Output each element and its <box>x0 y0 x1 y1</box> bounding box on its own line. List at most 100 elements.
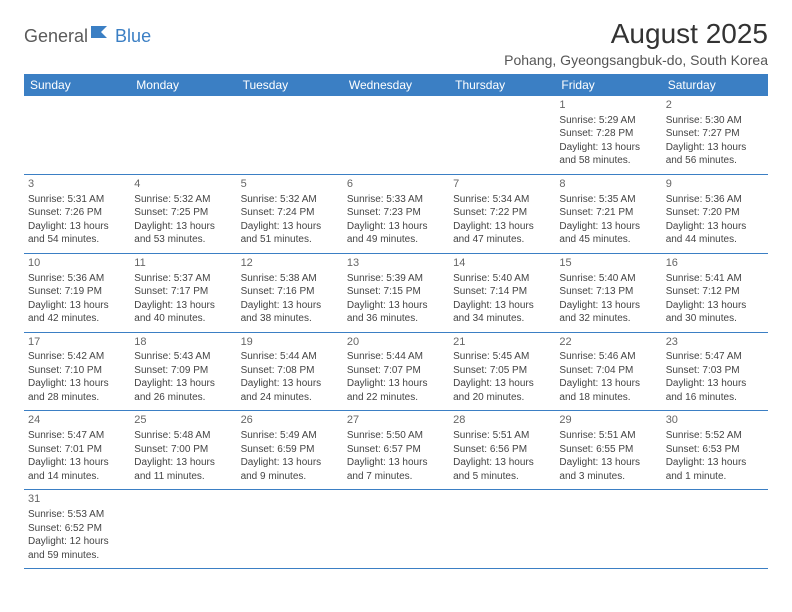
sunrise-line: Sunrise: 5:33 AM <box>347 193 445 207</box>
day-header-thursday: Thursday <box>449 74 555 96</box>
sunrise-line: Sunrise: 5:43 AM <box>134 350 232 364</box>
empty-cell <box>449 490 555 569</box>
day-cell: 12Sunrise: 5:38 AMSunset: 7:16 PMDayligh… <box>237 253 343 332</box>
calendar-row: 1Sunrise: 5:29 AMSunset: 7:28 PM Daylight… <box>24 96 768 174</box>
day-number: 9 <box>666 177 764 192</box>
day-number: 3 <box>28 177 126 192</box>
sunset-line: Sunset: 7:15 PM <box>347 285 445 299</box>
empty-cell <box>130 490 236 569</box>
sunrise-line: Sunrise: 5:36 AM <box>666 193 764 207</box>
logo: General Blue <box>24 24 151 49</box>
sunset-line: Sunset: 6:52 PM <box>28 522 126 536</box>
sunset-line: Sunset: 7:08 PM <box>241 364 339 378</box>
sunrise-line: Sunrise: 5:34 AM <box>453 193 551 207</box>
day-number: 30 <box>666 413 764 428</box>
day-number: 6 <box>347 177 445 192</box>
day-number: 25 <box>134 413 232 428</box>
sunset-line: Sunset: 6:53 PM <box>666 443 764 457</box>
day-number: 28 <box>453 413 551 428</box>
daylight-line: Daylight: 13 hours and 53 minutes. <box>134 220 232 247</box>
daylight-line: Daylight: 13 hours and 7 minutes. <box>347 456 445 483</box>
sunrise-line: Sunrise: 5:41 AM <box>666 272 764 286</box>
day-number: 31 <box>28 492 126 507</box>
empty-cell <box>662 490 768 569</box>
day-cell: 11Sunrise: 5:37 AMSunset: 7:17 PMDayligh… <box>130 253 236 332</box>
day-number: 20 <box>347 335 445 350</box>
day-number: 18 <box>134 335 232 350</box>
daylight-line: Daylight: 13 hours and 40 minutes. <box>134 299 232 326</box>
sunrise-line: Sunrise: 5:38 AM <box>241 272 339 286</box>
sunset-line: Sunset: 7:14 PM <box>453 285 551 299</box>
day-cell: 1Sunrise: 5:29 AMSunset: 7:28 PMDaylight… <box>555 96 661 174</box>
sunrise-line: Sunrise: 5:37 AM <box>134 272 232 286</box>
day-number: 21 <box>453 335 551 350</box>
sunset-line: Sunset: 7:13 PM <box>559 285 657 299</box>
daylight-line: Daylight: 13 hours and 42 minutes. <box>28 299 126 326</box>
sunrise-line: Sunrise: 5:45 AM <box>453 350 551 364</box>
day-cell: 28Sunrise: 5:51 AMSunset: 6:56 PMDayligh… <box>449 411 555 490</box>
empty-cell <box>555 490 661 569</box>
sunrise-line: Sunrise: 5:35 AM <box>559 193 657 207</box>
day-number: 19 <box>241 335 339 350</box>
day-number: 4 <box>134 177 232 192</box>
day-number: 1 <box>559 98 657 113</box>
daylight-line: Daylight: 13 hours and 56 minutes. <box>666 141 764 168</box>
calendar-row: 31Sunrise: 5:53 AMSunset: 6:52 PMDayligh… <box>24 490 768 569</box>
day-cell: 25Sunrise: 5:48 AMSunset: 7:00 PMDayligh… <box>130 411 236 490</box>
daylight-line: Daylight: 13 hours and 30 minutes. <box>666 299 764 326</box>
daylight-line: Daylight: 13 hours and 34 minutes. <box>453 299 551 326</box>
sunset-line: Sunset: 6:59 PM <box>241 443 339 457</box>
day-cell: 24Sunrise: 5:47 AMSunset: 7:01 PMDayligh… <box>24 411 130 490</box>
sunrise-line: Sunrise: 5:52 AM <box>666 429 764 443</box>
day-cell: 23Sunrise: 5:47 AMSunset: 7:03 PMDayligh… <box>662 332 768 411</box>
sunrise-line: Sunrise: 5:40 AM <box>453 272 551 286</box>
daylight-line: Daylight: 13 hours and 36 minutes. <box>347 299 445 326</box>
flag-icon <box>91 24 113 43</box>
day-number: 15 <box>559 256 657 271</box>
day-cell: 10Sunrise: 5:36 AMSunset: 7:19 PMDayligh… <box>24 253 130 332</box>
calendar-page: General Blue August 2025 Pohang, Gyeongs… <box>0 0 792 587</box>
day-header-friday: Friday <box>555 74 661 96</box>
daylight-line: Daylight: 13 hours and 26 minutes. <box>134 377 232 404</box>
daylight-line: Daylight: 13 hours and 1 minute. <box>666 456 764 483</box>
daylight-line: Daylight: 13 hours and 3 minutes. <box>559 456 657 483</box>
logo-text-general: General <box>24 26 88 47</box>
sunset-line: Sunset: 6:57 PM <box>347 443 445 457</box>
daylight-line: Daylight: 13 hours and 22 minutes. <box>347 377 445 404</box>
title-block: August 2025 Pohang, Gyeongsangbuk-do, So… <box>504 18 768 68</box>
sunrise-line: Sunrise: 5:29 AM <box>559 114 657 128</box>
calendar-row: 17Sunrise: 5:42 AMSunset: 7:10 PMDayligh… <box>24 332 768 411</box>
daylight-line: Daylight: 13 hours and 38 minutes. <box>241 299 339 326</box>
sunrise-line: Sunrise: 5:44 AM <box>347 350 445 364</box>
sunset-line: Sunset: 7:27 PM <box>666 127 764 141</box>
day-cell: 8Sunrise: 5:35 AMSunset: 7:21 PMDaylight… <box>555 174 661 253</box>
daylight-line: Daylight: 13 hours and 24 minutes. <box>241 377 339 404</box>
sunset-line: Sunset: 7:10 PM <box>28 364 126 378</box>
sunset-line: Sunset: 7:07 PM <box>347 364 445 378</box>
day-header-sunday: Sunday <box>24 74 130 96</box>
day-cell: 19Sunrise: 5:44 AMSunset: 7:08 PMDayligh… <box>237 332 343 411</box>
sunrise-line: Sunrise: 5:48 AM <box>134 429 232 443</box>
daylight-line: Daylight: 13 hours and 49 minutes. <box>347 220 445 247</box>
daylight-line: Daylight: 12 hours and 59 minutes. <box>28 535 126 562</box>
daylight-line: Daylight: 13 hours and 44 minutes. <box>666 220 764 247</box>
sunset-line: Sunset: 7:28 PM <box>559 127 657 141</box>
day-number: 17 <box>28 335 126 350</box>
day-cell: 18Sunrise: 5:43 AMSunset: 7:09 PMDayligh… <box>130 332 236 411</box>
day-cell: 17Sunrise: 5:42 AMSunset: 7:10 PMDayligh… <box>24 332 130 411</box>
sunrise-line: Sunrise: 5:31 AM <box>28 193 126 207</box>
sunset-line: Sunset: 7:22 PM <box>453 206 551 220</box>
sunrise-line: Sunrise: 5:49 AM <box>241 429 339 443</box>
empty-cell <box>24 96 130 174</box>
sunset-line: Sunset: 7:19 PM <box>28 285 126 299</box>
sunset-line: Sunset: 7:03 PM <box>666 364 764 378</box>
day-number: 11 <box>134 256 232 271</box>
sunrise-line: Sunrise: 5:44 AM <box>241 350 339 364</box>
day-number: 10 <box>28 256 126 271</box>
day-number: 27 <box>347 413 445 428</box>
day-number: 29 <box>559 413 657 428</box>
daylight-line: Daylight: 13 hours and 18 minutes. <box>559 377 657 404</box>
day-header-wednesday: Wednesday <box>343 74 449 96</box>
day-cell: 29Sunrise: 5:51 AMSunset: 6:55 PMDayligh… <box>555 411 661 490</box>
sunrise-line: Sunrise: 5:53 AM <box>28 508 126 522</box>
